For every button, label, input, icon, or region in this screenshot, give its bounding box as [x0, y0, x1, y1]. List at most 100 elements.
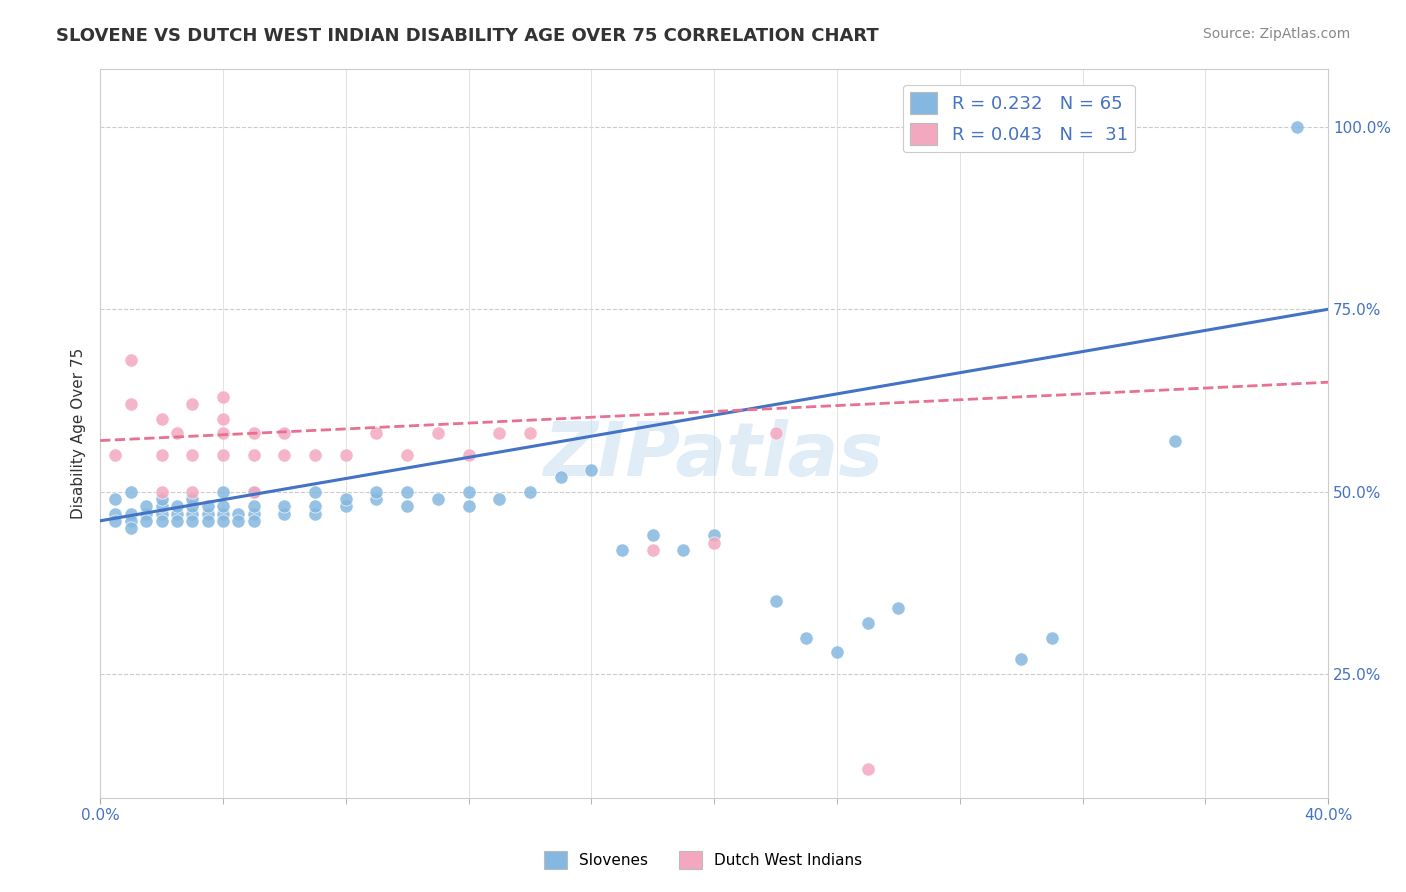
Point — [242, 484, 264, 499]
Point — [181, 484, 204, 499]
Point — [396, 500, 419, 514]
Point — [703, 528, 725, 542]
Point — [519, 426, 541, 441]
Point — [120, 397, 142, 411]
Point — [212, 507, 235, 521]
Point — [672, 543, 695, 558]
Point — [856, 762, 879, 776]
Point — [166, 507, 188, 521]
Point — [610, 543, 633, 558]
Point — [120, 514, 142, 528]
Point — [335, 491, 357, 506]
Point — [166, 426, 188, 441]
Point — [1040, 631, 1063, 645]
Point — [166, 500, 188, 514]
Point — [212, 484, 235, 499]
Point — [366, 484, 388, 499]
Point — [212, 514, 235, 528]
Point — [1010, 652, 1032, 666]
Point — [104, 514, 127, 528]
Point — [150, 448, 173, 462]
Text: ZIPatlas: ZIPatlas — [544, 418, 884, 491]
Point — [150, 500, 173, 514]
Point — [212, 500, 235, 514]
Point — [765, 426, 787, 441]
Point — [794, 631, 817, 645]
Point — [181, 500, 204, 514]
Point — [181, 397, 204, 411]
Point — [581, 463, 603, 477]
Point — [856, 615, 879, 630]
Point — [197, 514, 219, 528]
Point — [197, 507, 219, 521]
Point — [396, 484, 419, 499]
Point — [104, 507, 127, 521]
Legend: Slovenes, Dutch West Indians: Slovenes, Dutch West Indians — [538, 845, 868, 875]
Point — [1163, 434, 1185, 448]
Point — [150, 411, 173, 425]
Point — [887, 601, 910, 615]
Point — [212, 426, 235, 441]
Point — [304, 448, 326, 462]
Point — [104, 491, 127, 506]
Point — [273, 500, 295, 514]
Point — [181, 491, 204, 506]
Point — [519, 484, 541, 499]
Point — [135, 514, 157, 528]
Point — [242, 507, 264, 521]
Y-axis label: Disability Age Over 75: Disability Age Over 75 — [72, 348, 86, 519]
Point — [226, 514, 249, 528]
Point — [488, 426, 510, 441]
Point — [135, 500, 157, 514]
Legend: R = 0.232   N = 65, R = 0.043   N =  31: R = 0.232 N = 65, R = 0.043 N = 31 — [903, 85, 1135, 153]
Point — [304, 484, 326, 499]
Point — [104, 448, 127, 462]
Point — [396, 448, 419, 462]
Point — [426, 491, 449, 506]
Point — [304, 507, 326, 521]
Point — [457, 500, 479, 514]
Point — [150, 514, 173, 528]
Point — [120, 521, 142, 535]
Point — [825, 645, 848, 659]
Point — [212, 390, 235, 404]
Point — [335, 500, 357, 514]
Point — [273, 507, 295, 521]
Point — [366, 491, 388, 506]
Point — [457, 484, 479, 499]
Point — [641, 528, 664, 542]
Point — [150, 507, 173, 521]
Point — [120, 484, 142, 499]
Point — [242, 484, 264, 499]
Point — [703, 535, 725, 549]
Point — [550, 470, 572, 484]
Point — [212, 448, 235, 462]
Point — [242, 500, 264, 514]
Point — [457, 448, 479, 462]
Point — [150, 484, 173, 499]
Point — [304, 500, 326, 514]
Point — [335, 448, 357, 462]
Point — [181, 507, 204, 521]
Point — [641, 543, 664, 558]
Point — [765, 594, 787, 608]
Point — [1286, 120, 1309, 134]
Point — [135, 507, 157, 521]
Point — [366, 426, 388, 441]
Point — [488, 491, 510, 506]
Point — [242, 426, 264, 441]
Text: Source: ZipAtlas.com: Source: ZipAtlas.com — [1202, 27, 1350, 41]
Point — [197, 500, 219, 514]
Point — [120, 507, 142, 521]
Point — [120, 353, 142, 368]
Point — [273, 448, 295, 462]
Point — [166, 514, 188, 528]
Point — [273, 426, 295, 441]
Point — [212, 411, 235, 425]
Point — [150, 491, 173, 506]
Point — [181, 514, 204, 528]
Point — [242, 514, 264, 528]
Point — [426, 426, 449, 441]
Point — [226, 507, 249, 521]
Text: SLOVENE VS DUTCH WEST INDIAN DISABILITY AGE OVER 75 CORRELATION CHART: SLOVENE VS DUTCH WEST INDIAN DISABILITY … — [56, 27, 879, 45]
